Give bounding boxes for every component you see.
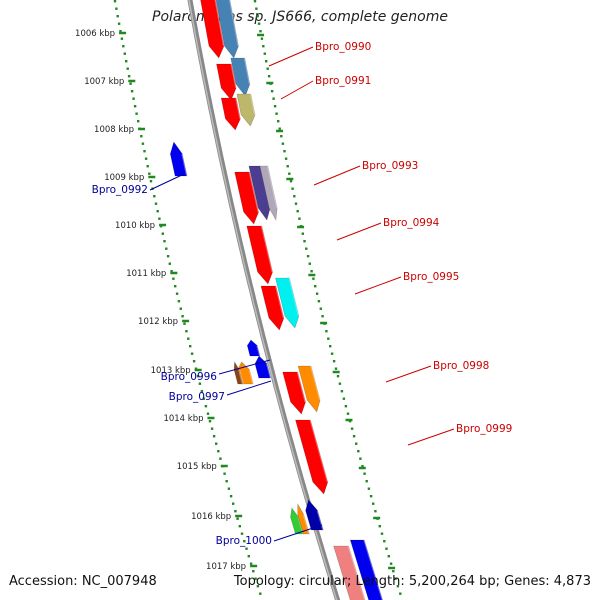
inner-scale-dotted-line [113, 0, 262, 595]
gene-arrow[interactable] [215, 0, 240, 59]
gene-arrow[interactable] [259, 165, 279, 221]
gene-label[interactable]: Bpro_0993 [362, 160, 418, 172]
gene-label[interactable]: Bpro_0999 [456, 423, 512, 435]
outer-scale-dotted-line [253, 0, 402, 595]
gene-arrow[interactable] [246, 339, 261, 357]
gene-leader-line [385, 365, 432, 383]
scale-tick-label: 1008 kbp [94, 125, 134, 135]
gene-leader-line [280, 80, 314, 100]
gene-arrow[interactable] [282, 371, 307, 415]
gene-leader-line [354, 276, 402, 295]
gene-arrow[interactable] [297, 365, 322, 413]
scale-tick-label: 1014 kbp [163, 414, 203, 424]
gene-label[interactable]: Bpro_1000 [216, 535, 272, 547]
scale-tick-label: 1013 kbp [151, 366, 191, 376]
gene-label[interactable]: Bpro_0992 [92, 184, 148, 196]
gene-leader-line [313, 165, 361, 186]
gene-label[interactable]: Bpro_0991 [315, 75, 371, 87]
gene-arrow[interactable] [230, 57, 251, 97]
gene-label[interactable]: Bpro_0995 [403, 271, 459, 283]
gene-arrow[interactable] [305, 499, 325, 531]
gene-arrow[interactable] [254, 355, 272, 379]
gene-arrow[interactable] [220, 97, 242, 131]
gene-leader-line [149, 173, 185, 191]
gene-label[interactable]: Bpro_0990 [315, 41, 371, 53]
gene-label[interactable]: Bpro_0996 [161, 371, 218, 383]
gene-leader-line [218, 359, 271, 375]
scale-tick-label: 1011 kbp [126, 269, 166, 279]
gene-arrow[interactable] [333, 545, 368, 600]
scale-tick-label: 1017 kbp [206, 562, 246, 572]
gene-leader-line [273, 524, 323, 542]
gene-arrow[interactable] [169, 141, 189, 177]
gene-arrow[interactable] [349, 539, 385, 600]
gene-leader-line [407, 428, 455, 446]
scale-tick-label: 1012 kbp [138, 317, 178, 327]
scale-tick-label: 1009 kbp [104, 173, 144, 183]
topology-text: Topology: circular; Length: 5,200,264 bp… [233, 574, 591, 589]
gene-arrow[interactable] [216, 63, 238, 101]
gene-arrow[interactable] [246, 225, 274, 285]
gene-arrow[interactable] [260, 285, 285, 331]
gene-arrow[interactable] [236, 93, 257, 127]
scale-tick-label: 1015 kbp [177, 462, 217, 472]
gene-arrow[interactable] [275, 277, 300, 329]
scale-tick-label: 1007 kbp [84, 77, 124, 87]
gene-leader-line [268, 46, 314, 67]
gene-leader-line [226, 380, 272, 396]
gene-label[interactable]: Bpro_0997 [169, 391, 225, 403]
gene-arrow[interactable] [295, 419, 329, 495]
gene-leader-line [336, 222, 382, 241]
accession-text: Accession: NC_007948 [9, 574, 157, 589]
gene-arrow[interactable] [199, 0, 225, 59]
gene-label[interactable]: Bpro_0994 [383, 217, 440, 229]
gene-arrow[interactable] [234, 171, 260, 225]
scale-tick-label: 1010 kbp [115, 221, 155, 231]
gene-label[interactable]: Bpro_0998 [433, 360, 489, 372]
scale-tick-label: 1016 kbp [191, 512, 231, 522]
scale-tick-label: 1006 kbp [75, 29, 115, 39]
gene-arrow[interactable] [297, 502, 311, 535]
